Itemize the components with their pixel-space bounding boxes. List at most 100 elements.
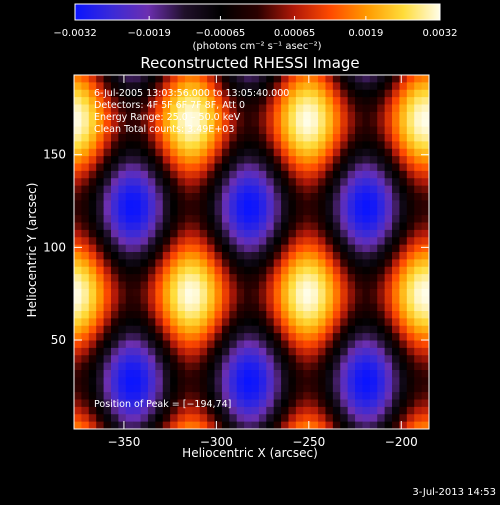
heatmap-cell	[81, 222, 90, 231]
heatmap-cell	[236, 252, 245, 260]
heatmap-cell	[303, 82, 312, 91]
heatmap-cell	[369, 119, 378, 128]
heatmap-cell	[118, 170, 127, 179]
heatmap-cell	[81, 82, 90, 91]
heatmap-cell	[288, 370, 297, 378]
heatmap-cell	[184, 97, 193, 105]
heatmap-cell	[332, 89, 341, 98]
heatmap-cell	[325, 281, 334, 290]
heatmap-cell	[384, 134, 393, 142]
heatmap-cell	[170, 399, 178, 408]
heatmap-cell	[340, 421, 349, 430]
heatmap-cell	[340, 370, 349, 378]
heatmap-cell	[421, 370, 430, 378]
heatmap-cell	[266, 193, 275, 201]
heatmap-cell	[362, 274, 371, 282]
heatmap-cell	[340, 104, 349, 113]
heatmap-cell	[125, 414, 134, 423]
heatmap-cell	[414, 126, 423, 135]
heatmap-cell	[199, 318, 208, 327]
heatmap-cell	[170, 288, 178, 297]
heatmap-cell	[140, 244, 149, 253]
heatmap-cell	[340, 75, 349, 83]
heatmap-cell	[399, 178, 408, 187]
heatmap-cell	[221, 325, 230, 334]
heatmap-cell	[392, 207, 400, 216]
heatmap-cell	[377, 266, 386, 275]
heatmap-cell	[377, 237, 386, 246]
heatmap-cell	[318, 252, 326, 260]
heatmap-cell	[421, 75, 430, 83]
heatmap-cell	[147, 222, 156, 231]
heatmap-cell	[421, 252, 430, 260]
heatmap-cell	[318, 126, 326, 135]
heatmap-cell	[273, 325, 282, 334]
heatmap-cell	[258, 207, 267, 216]
heatmap-cell	[177, 281, 186, 290]
heatmap-cell	[273, 399, 282, 408]
heatmap-cell	[147, 156, 156, 164]
heatmap-cell	[177, 111, 186, 120]
heatmap-cell	[74, 170, 82, 179]
heatmap-cell	[221, 111, 230, 120]
heatmap-cell	[310, 259, 319, 268]
heatmap-cell	[332, 126, 341, 135]
heatmap-cell	[325, 193, 334, 201]
heatmap-cell	[332, 347, 341, 356]
heatmap-cell	[214, 421, 223, 430]
heatmap-cell	[377, 296, 386, 305]
heatmap-cell	[414, 281, 423, 290]
heatmap-cell	[251, 421, 260, 430]
heatmap-cell	[355, 399, 363, 408]
heatmap-cell	[406, 89, 415, 98]
heatmap-cell	[96, 347, 104, 356]
heatmap-cell	[214, 288, 223, 297]
heatmap-cell	[133, 370, 141, 378]
heatmap-cell	[244, 370, 252, 378]
heatmap-cell	[266, 340, 275, 349]
heatmap-cell	[103, 252, 112, 260]
heatmap-cell	[199, 222, 208, 231]
heatmap-cell	[281, 104, 289, 113]
heatmap-cell	[288, 384, 297, 393]
heatmap-cell	[125, 311, 134, 319]
heatmap-cell	[384, 222, 393, 231]
heatmap-cell	[244, 89, 252, 98]
heatmap-cell	[288, 311, 297, 319]
heatmap-cell	[229, 347, 238, 356]
heatmap-cell	[118, 126, 127, 135]
heatmap-cell	[214, 370, 223, 378]
heatmap-cell	[355, 288, 363, 297]
heatmap-cell	[325, 207, 334, 216]
heatmap-cell	[81, 156, 90, 164]
heatmap-cell	[399, 296, 408, 305]
heatmap-cell	[184, 288, 193, 297]
heatmap-cell	[229, 303, 238, 312]
heatmap-cell	[421, 126, 430, 135]
heatmap-cell	[355, 421, 363, 430]
heatmap-cell	[414, 89, 423, 98]
heatmap-cell	[103, 318, 112, 327]
heatmap-cell	[332, 119, 341, 128]
heatmap-cell	[214, 347, 223, 356]
heatmap-cell	[318, 222, 326, 231]
heatmap-cell	[170, 392, 178, 400]
heatmap-cell	[303, 311, 312, 319]
heatmap-cell	[421, 392, 430, 400]
heatmap-cell	[273, 104, 282, 113]
heatmap-cell	[318, 333, 326, 341]
heatmap-cell	[96, 75, 104, 83]
heatmap-cell	[74, 119, 82, 128]
heatmap-cell	[421, 296, 430, 305]
heatmap-cell	[347, 89, 356, 98]
heatmap-cell	[170, 347, 178, 356]
heatmap-cell	[310, 185, 319, 194]
heatmap-cell	[414, 244, 423, 253]
heatmap-cell	[170, 141, 178, 150]
heatmap-cell	[74, 370, 82, 378]
heatmap-cell	[399, 185, 408, 194]
heatmap-cell	[332, 377, 341, 386]
heatmap-cell	[118, 333, 127, 341]
heatmap-cell	[118, 362, 127, 371]
